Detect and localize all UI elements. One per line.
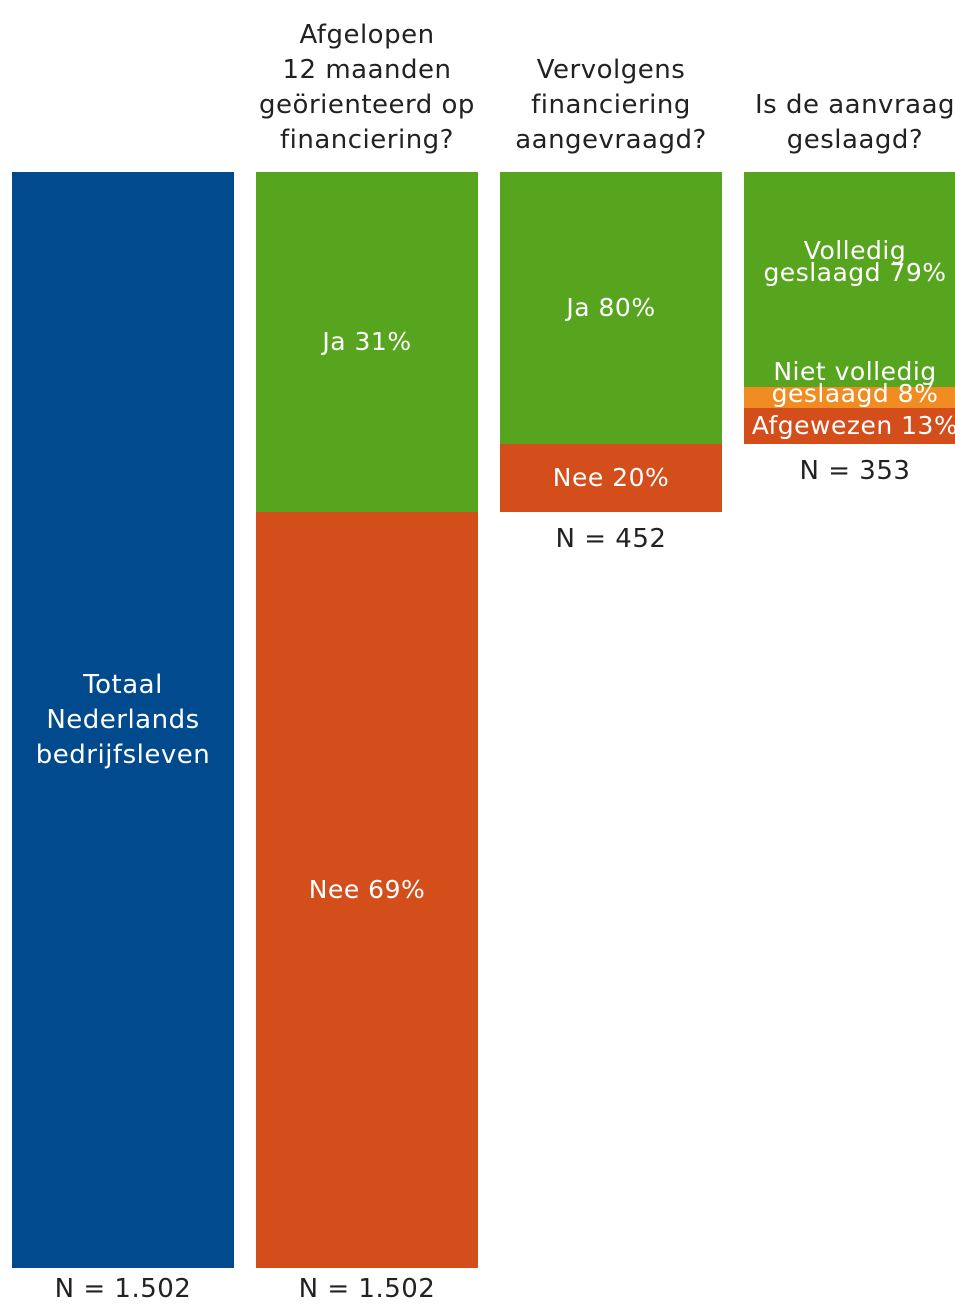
column-title-line: Is de aanvraag — [754, 90, 955, 120]
column-title: Afgelopen 12 maanden geörienteerd op financ… — [247, 8, 487, 158]
segment-label-line: Afgewezen 13% — [751, 411, 955, 441]
segment-label-line: Volledig — [803, 236, 907, 266]
segment-label: Afgewezen 13% — [744, 412, 955, 440]
bar-segment: Totaal Nederlands bedrijfsleven — [12, 172, 234, 1268]
segment-label: Ja 80% — [500, 292, 722, 322]
bar-segment: Volledig geslaagd 79% — [744, 172, 955, 387]
bar-segment: Ja 80% — [500, 172, 722, 444]
sample-size-label: N = 452 — [555, 523, 667, 554]
bar-segment: Nee 20% — [500, 443, 722, 512]
segment-label: Totaal Nederlands bedrijfsleven — [12, 668, 234, 773]
segment-label: Volledig geslaagd 79% — [744, 236, 955, 288]
segment-label-line: Nee 20% — [552, 462, 670, 492]
segment-label-line: geslaagd 8% — [771, 378, 939, 408]
sample-size-label: N = 1.502 — [298, 1274, 436, 1304]
column-title-line: geslaagd? — [786, 125, 924, 155]
column-title-line: Vervolgens — [536, 55, 686, 85]
column-title: Vervolgens financiering aangevraagd? — [491, 8, 731, 158]
segment-label-line: bedrijfsleven — [35, 739, 211, 770]
segment-label-line: Ja 80% — [566, 292, 656, 322]
column-title-line: geörienteerd op — [259, 90, 475, 120]
column-title-line: financiering? — [280, 125, 454, 155]
column-title-line: financiering — [531, 90, 691, 120]
segment-label: Nee 20% — [500, 462, 722, 492]
bar-segment: Afgewezen 13% — [744, 408, 955, 444]
column-title-line: Afgelopen — [299, 20, 435, 50]
bar-segment: Nee 69% — [256, 511, 478, 1268]
bar-segment: Niet volledig geslaagd 8% — [744, 359, 955, 409]
segment-label-line: geslaagd 79% — [763, 258, 947, 288]
segment-label: Nee 69% — [256, 874, 478, 904]
bar-segment: Ja 31% — [256, 172, 478, 512]
sample-size-label: N = 353 — [799, 455, 911, 486]
segment-label: Niet volledig geslaagd 8% — [744, 356, 955, 408]
segment-label-line: Nee 69% — [308, 874, 426, 904]
column-title-line: 12 maanden — [282, 55, 452, 85]
sample-size-label: N = 1.502 — [54, 1274, 192, 1304]
segment-label-line: Nederlands — [46, 704, 200, 735]
column-title-line: aangevraagd? — [515, 125, 707, 155]
segment-label: Ja 31% — [256, 326, 478, 356]
segment-label-line: Totaal — [83, 669, 163, 700]
segment-label-line: Ja 31% — [322, 326, 412, 356]
column-title: Is de aanvraag geslaagd? — [735, 8, 955, 158]
segment-label-line: Niet volledig — [773, 356, 937, 386]
